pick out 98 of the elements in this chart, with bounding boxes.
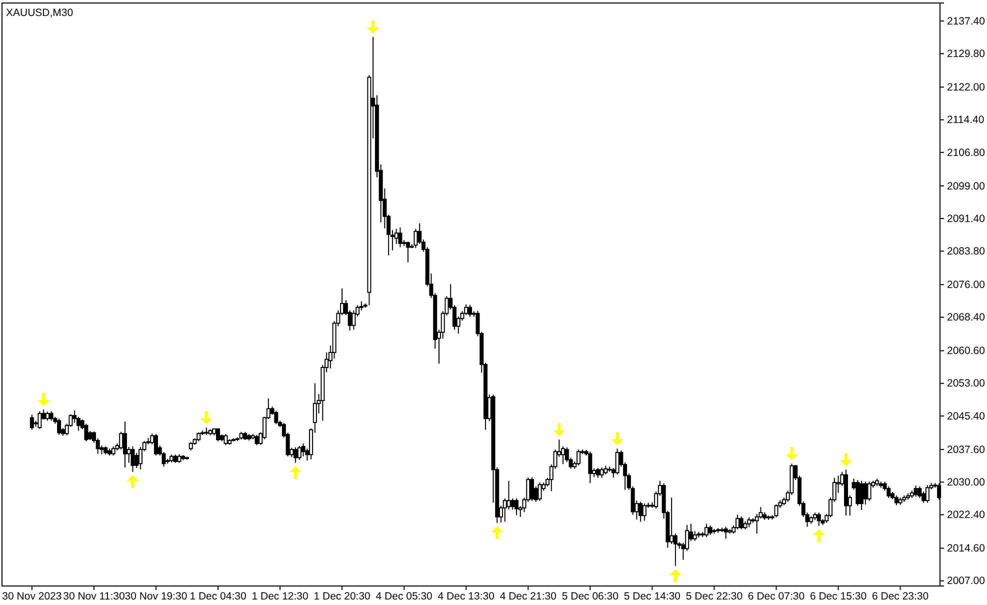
candlestick [274,410,278,425]
y-tick-label: 2083.80 [947,246,986,258]
candlestick [724,526,728,540]
candlestick [774,504,778,518]
candlestick [863,481,868,505]
candlestick [692,530,697,542]
candlestick [886,486,891,498]
candlestick [398,227,402,248]
y-tick-label: 2091.40 [947,212,986,225]
candlestick [596,467,600,478]
candlestick [576,448,581,466]
candlestick [739,516,744,530]
x-tick-label: 30 Nov 11:30 [63,590,125,602]
point [200,411,212,424]
y-tick-label: 2099.00 [947,180,986,192]
y-tick-label: 2014.60 [947,542,986,555]
x-tick-label: 6 Dec 07:30 [748,590,805,602]
candlestick [38,410,42,430]
candlestick [860,480,864,511]
candlestick [294,446,298,464]
x-tick-label: 5 Dec 06:30 [562,590,619,602]
candlestick [638,501,643,522]
candlestick [57,418,62,436]
candlestick [600,467,604,478]
candlestick [154,434,158,456]
y-tick-label: 2022.40 [947,509,986,522]
y-tick-label: 2037.60 [947,444,986,456]
candlestick [615,448,620,475]
point [669,569,682,582]
candlestick [914,485,918,498]
y-tick-label: 2129.80 [947,48,986,60]
x-tick-label: 4 Dec 21:30 [500,590,557,602]
x-tick-label: 1 Dec 04:30 [190,590,246,602]
y-tick-label: 2053.00 [947,378,986,390]
candlestick [816,512,821,526]
candlestick [49,410,54,422]
point [553,423,566,436]
candlestick [514,498,519,516]
y-tick-label: 2114.40 [947,114,984,126]
x-tick-label: 5 Dec 14:30 [624,590,681,602]
point [38,393,50,406]
candlestick [867,481,872,502]
candlestick [84,423,88,442]
y-tick-label: 2122.00 [947,82,986,94]
point [290,466,302,480]
candlestick [735,514,740,530]
candlestick [530,476,534,502]
candlestick [894,494,898,506]
candlestick [111,446,116,456]
x-tick-label: 1 Dec 12:30 [252,590,309,602]
point [126,475,139,488]
x-tick-label: 1 Dec 20:30 [314,590,371,602]
y-tick-label: 2045.40 [947,410,986,422]
candlestick [468,304,472,318]
y-tick-label: 2007.00 [947,575,986,588]
point [840,453,852,466]
x-tick-label: 6 Dec 23:30 [872,590,929,602]
candlestick [510,498,515,510]
candlestick [925,484,930,504]
candlestick [918,486,922,498]
y-tick-label: 2068.40 [947,312,986,324]
candlestick [747,516,752,528]
candlestick [642,503,646,522]
candlestick [856,479,860,506]
y-tick-label: 2106.80 [947,146,986,159]
candlestick [196,432,201,442]
chart-title: XAUUSD,M30 [6,7,74,19]
point [812,529,825,542]
candlestick [538,482,542,502]
candlestick [122,421,127,468]
candlestick [708,524,712,536]
y-tick-label: 2137.40 [947,15,986,28]
x-tick-label: 30 Nov 19:30 [124,590,188,602]
candlestick [406,241,410,263]
x-tick-label: 6 Dec 15:30 [810,590,867,602]
x-tick-label: 4 Dec 13:30 [438,590,495,602]
candlestick [506,480,511,510]
candlestick [216,428,220,442]
candlestick [297,446,302,460]
x-tick-label: 5 Dec 22:30 [686,590,743,602]
point [491,526,504,540]
point [786,447,798,460]
candlestick [224,434,228,446]
x-tick-label: 30 Nov 2023 [2,590,62,602]
y-tick-label: 2060.60 [947,345,986,358]
y-tick-label: 2030.00 [947,476,986,488]
candlestick [588,451,592,484]
x-tick-label: 4 Dec 05:30 [376,590,433,602]
point [611,432,624,446]
candlestick [704,523,708,538]
candlestick [254,434,259,446]
candlestick [301,442,306,457]
point [367,20,380,34]
candlestick [130,446,135,472]
y-tick-label: 2076.00 [947,278,986,291]
candlestick [670,497,674,544]
candlestick [30,414,34,430]
candlestick [45,411,50,422]
